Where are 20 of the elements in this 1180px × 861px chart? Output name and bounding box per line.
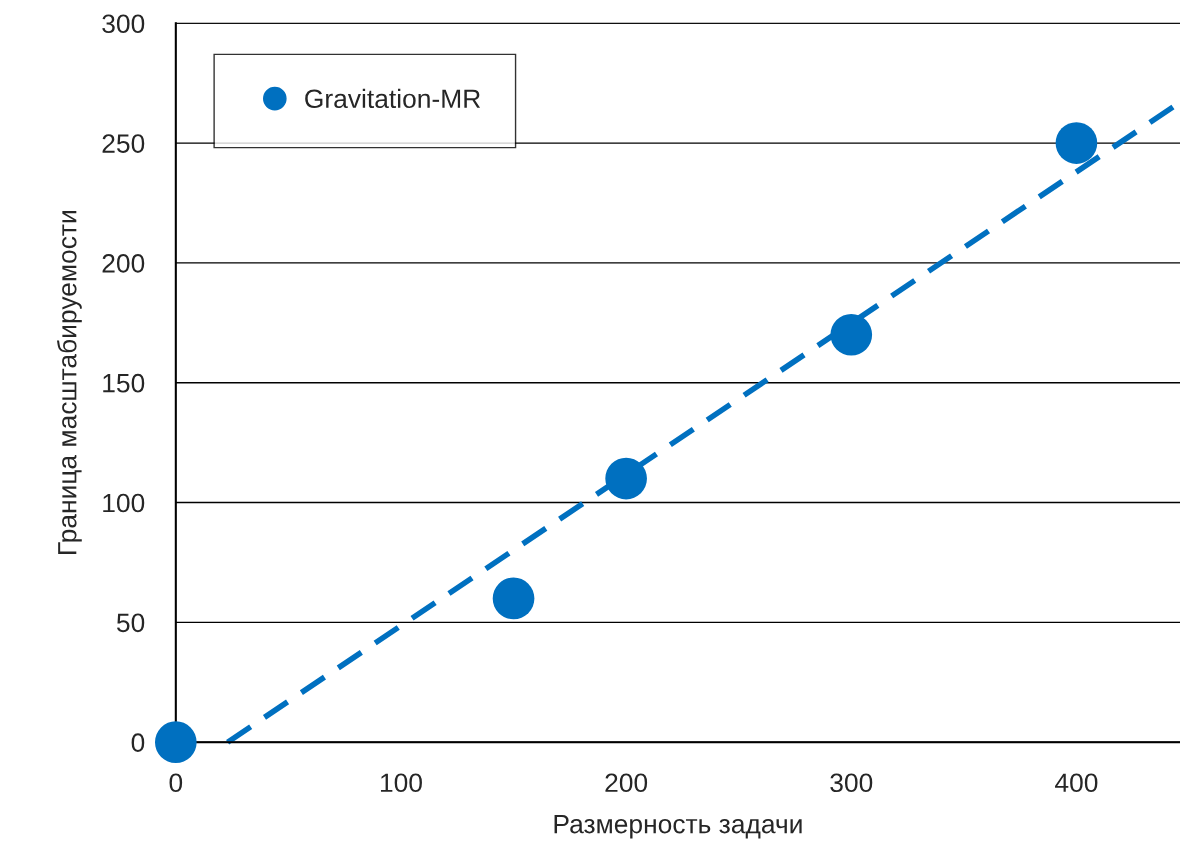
y-tick-label: 250 — [102, 134, 145, 153]
y-tick-label: 0 — [131, 733, 145, 752]
x-tick-label: 200 — [605, 773, 648, 793]
x-tick-label: 0 — [169, 773, 183, 793]
point — [1055, 122, 1098, 164]
x-tick-label: 100 — [380, 773, 422, 793]
y-tick-label: 100 — [103, 493, 145, 513]
point — [492, 577, 535, 620]
y-tick-label: 300 — [102, 14, 145, 34]
point — [154, 721, 197, 764]
y-tick-label: 150 — [103, 373, 145, 393]
point — [605, 457, 647, 500]
y-tick-label: 50 — [116, 613, 145, 633]
y-axis-title: Граница масштабируемости — [56, 211, 82, 554]
x-axis-title: Размерность задачи — [554, 814, 802, 839]
point — [830, 313, 873, 356]
legend-label: Gravitation-MR — [305, 88, 481, 109]
x-tick-label: 300 — [830, 773, 873, 793]
x-tick-label: 400 — [1055, 773, 1098, 793]
y-tick-label: 200 — [102, 254, 145, 273]
